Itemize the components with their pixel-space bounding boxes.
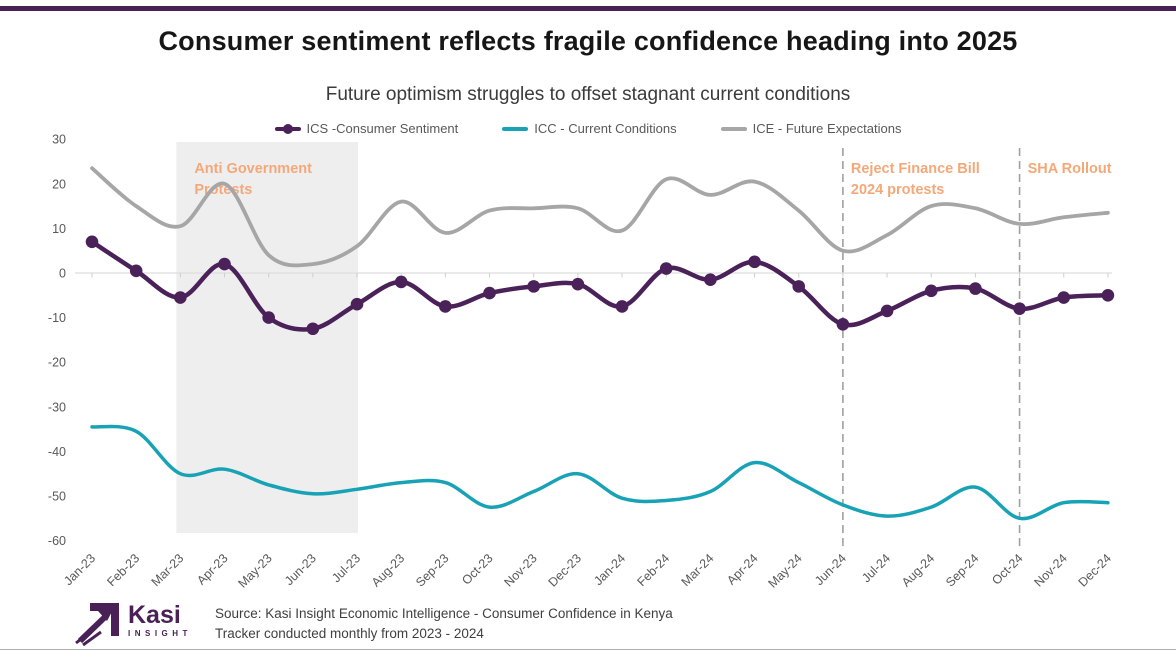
event-annotation-label: SHA Rollout [1028, 161, 1112, 177]
ics-marker-Feb-24 [659, 262, 673, 275]
x-axis-label: Mar-24 [679, 551, 717, 589]
ics-marker-Jun-23 [306, 322, 320, 336]
source-line-1: Source: Kasi Insight Economic Intelligen… [215, 606, 673, 621]
ics-marker-Oct-24 [1013, 302, 1026, 315]
legend-label-ics: ICS -Consumer Sentiment [306, 121, 459, 136]
kasi-logo-icon [75, 603, 119, 647]
ics-marker-Dec-23 [571, 277, 585, 291]
ics-marker-Dec-24 [1101, 289, 1115, 302]
ics-marker-Aug-23 [394, 275, 408, 289]
ics-marker-Sep-24 [969, 282, 982, 295]
source-note: Source: Kasi Insight Economic Intelligen… [215, 604, 673, 645]
logo-subtitle: INSIGHT [128, 629, 192, 638]
ics-marker-Sep-23 [439, 300, 452, 313]
x-axis-label: Jan-23 [61, 551, 98, 588]
ics-marker-Nov-23 [527, 280, 540, 293]
legend-label-icc: ICC - Current Conditions [534, 121, 677, 136]
y-axis-label: -40 [48, 445, 66, 459]
x-axis-label: Apr-24 [724, 551, 760, 587]
chart-title: Consumer sentiment reflects fragile conf… [158, 26, 1018, 56]
x-axis-label: Mar-23 [149, 551, 187, 589]
x-axis-label: Jul-23 [329, 551, 363, 585]
ics-marker-Jul-23 [350, 297, 364, 311]
ics-marker-Apr-23 [218, 257, 231, 271]
x-axis-label: Aug-23 [369, 551, 407, 589]
ics-marker-Aug-24 [924, 284, 938, 298]
chart-subtitle: Future optimism struggles to offset stag… [325, 84, 851, 105]
ics-marker-Nov-24 [1057, 291, 1071, 304]
x-axis-label: Sep-24 [943, 551, 981, 589]
x-axis-label: Nov-23 [501, 551, 539, 589]
y-axis-label: 0 [59, 267, 66, 281]
x-axis-label: Feb-23 [104, 551, 142, 589]
x-axis-label: Jun-24 [812, 551, 849, 588]
x-axis-label: Jul-24 [859, 551, 893, 585]
bottom-divider [0, 649, 1176, 650]
region-annotation-label: Anti Government [194, 161, 312, 177]
ice-line-marker-icon [720, 123, 747, 135]
ics-marker-Jul-24 [880, 304, 894, 318]
x-axis-label: May-24 [765, 551, 804, 590]
x-axis-label: Nov-24 [1031, 551, 1069, 589]
anti-government-protests-region [176, 142, 359, 533]
logo-name: Kasi [128, 601, 181, 629]
ics-marker-Jun-24 [836, 317, 850, 331]
y-axis-label: 20 [52, 177, 66, 191]
top-accent-bar [0, 6, 1176, 11]
ics-marker-Mar-23 [174, 291, 187, 304]
ics-marker-Jan-24 [615, 300, 629, 313]
legend-label-ice: ICE - Future Expectations [752, 121, 902, 136]
x-axis-label: Sep-23 [413, 551, 451, 589]
footer: Kasi INSIGHT Source: Kasi Insight Econom… [0, 598, 1176, 648]
ics-marker-Oct-23 [483, 286, 496, 300]
icc-line [90, 424, 1110, 521]
y-axis-label: -10 [48, 311, 66, 325]
x-axis-label: Jan-24 [591, 551, 628, 588]
ics-line-marker-icon [274, 123, 301, 135]
y-axis-label: 30 [52, 133, 66, 147]
legend-item-ics: ICS -Consumer Sentiment [274, 121, 459, 136]
ics-marker-Feb-23 [129, 264, 143, 278]
x-axis-label: Oct-24 [989, 551, 1025, 587]
x-axis-label: Jun-23 [282, 551, 319, 588]
ics-marker-Mar-24 [704, 273, 717, 286]
ice-line [90, 166, 1110, 268]
legend: ICS -Consumer Sentiment ICC - Current Co… [0, 121, 1176, 136]
ics-marker-May-24 [792, 280, 806, 293]
event-annotation-label: 2024 protests [851, 182, 945, 198]
y-axis-label: 10 [52, 222, 66, 236]
legend-item-ice: ICE - Future Expectations [720, 121, 902, 136]
y-axis-label: -60 [48, 534, 66, 548]
kasi-logo-text: Kasi INSIGHT [128, 601, 192, 639]
x-axis-label: Apr-23 [194, 551, 230, 587]
y-axis-label: -30 [48, 400, 66, 414]
x-axis-label: Dec-23 [546, 551, 584, 589]
ics-marker-May-23 [262, 311, 275, 324]
event-annotation-label: Reject Finance Bill [851, 161, 980, 177]
x-axis-label: Dec-24 [1076, 551, 1114, 589]
ics-marker-Apr-24 [748, 255, 761, 269]
kasi-logo: Kasi INSIGHT [74, 600, 204, 647]
icc-line-marker-icon [502, 123, 529, 135]
x-axis-label: Feb-24 [634, 551, 672, 589]
ics-marker-Jan-23 [85, 235, 99, 249]
y-axis-label: -50 [48, 490, 66, 504]
x-axis-label: Aug-24 [899, 551, 937, 589]
x-axis-label: May-23 [235, 551, 274, 590]
source-line-2: Tracker conducted monthly from 2023 - 20… [215, 626, 484, 642]
y-axis-label: -20 [48, 356, 66, 370]
legend-item-icc: ICC - Current Conditions [502, 121, 677, 136]
x-axis-label: Oct-23 [459, 551, 495, 587]
